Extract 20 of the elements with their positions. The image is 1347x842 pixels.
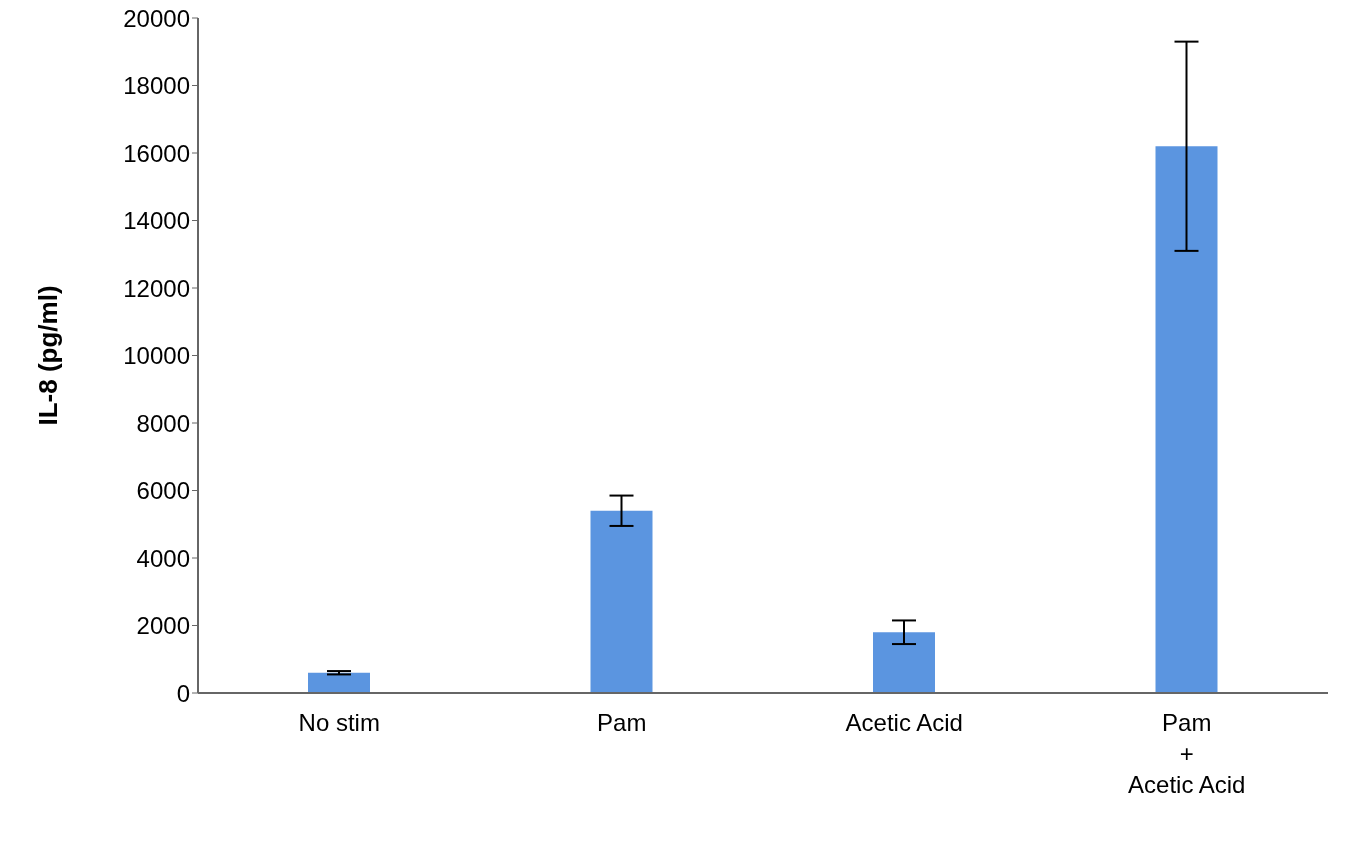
y-tick-label: 16000 [123, 139, 190, 167]
bar [590, 510, 653, 693]
y-tick-label: 10000 [123, 342, 190, 370]
y-tick-label: 6000 [136, 477, 190, 505]
x-tick-label: No stim [298, 709, 380, 736]
bar [308, 672, 370, 693]
y-tick-label: 8000 [136, 409, 190, 437]
bar [873, 632, 935, 693]
y-tick-label: 4000 [136, 544, 190, 572]
x-tick-label: Pam [597, 709, 647, 736]
y-tick-label: 14000 [123, 207, 190, 235]
y-tick-label: 18000 [123, 72, 190, 100]
x-tick-label: Pam + Acetic Acid [1128, 709, 1246, 798]
bar [1155, 146, 1218, 693]
y-tick-label: 12000 [123, 274, 190, 302]
y-axis-title: IL-8 (pg/ml) [33, 285, 64, 426]
x-tick-label: Acetic Acid [845, 709, 963, 736]
y-tick-label: 2000 [136, 612, 190, 640]
y-tick-label: 0 [176, 679, 190, 707]
y-tick-label: 20000 [123, 4, 190, 32]
